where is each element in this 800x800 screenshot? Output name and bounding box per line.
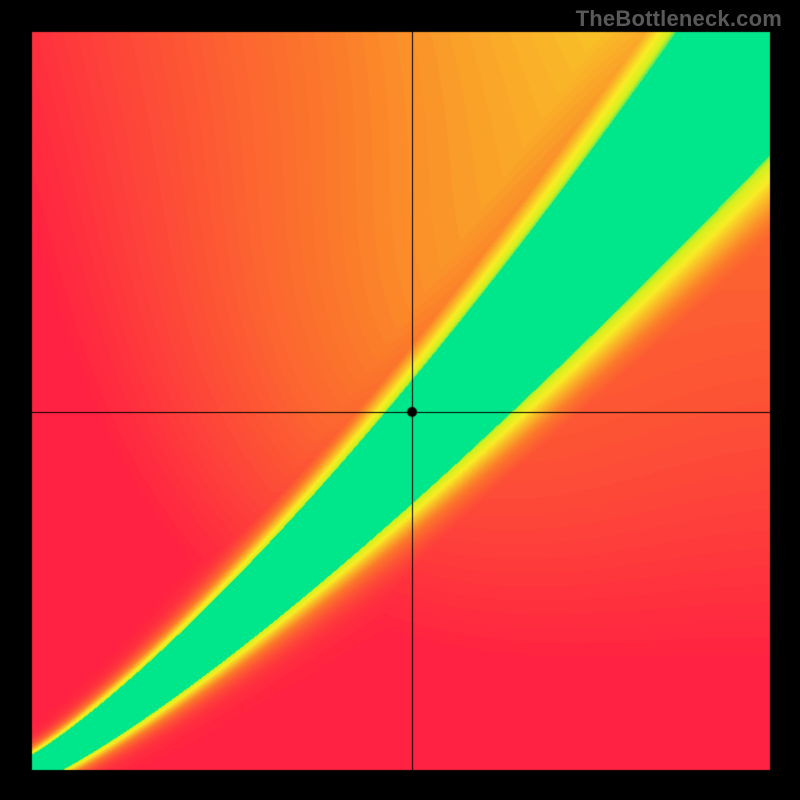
watermark-text: TheBottleneck.com bbox=[576, 6, 782, 32]
chart-container: TheBottleneck.com bbox=[0, 0, 800, 800]
heatmap-canvas bbox=[0, 0, 800, 800]
